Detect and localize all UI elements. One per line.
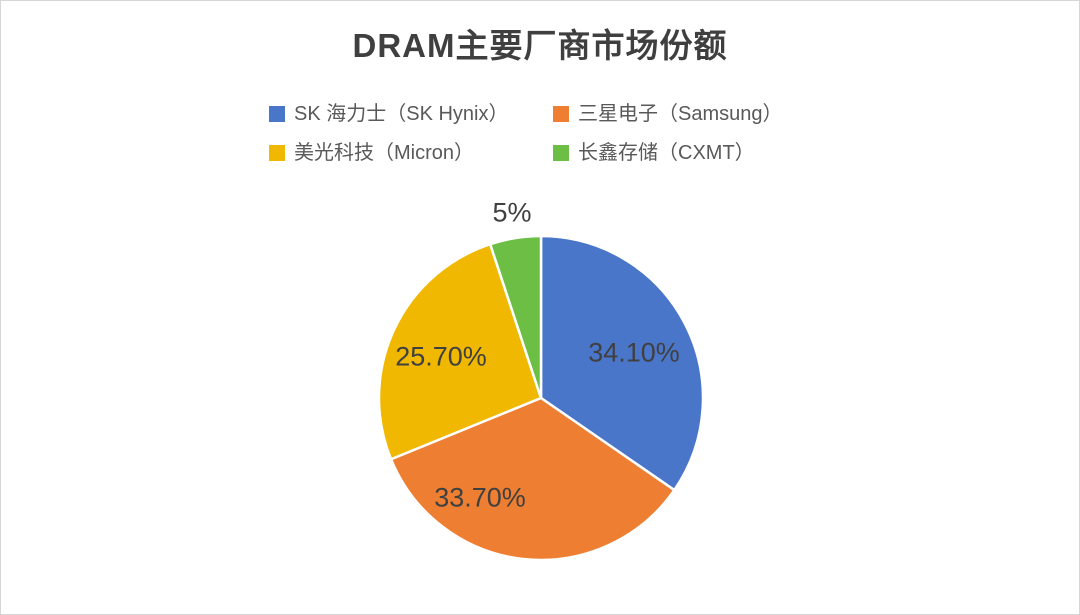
legend-label-cxmt: 长鑫存储（CXMT）: [578, 142, 755, 164]
legend-swatch-cxmt-icon: [553, 145, 569, 161]
legend-label-micron: 美光科技（Micron）: [294, 142, 475, 164]
data-label-cxmt: 5%: [492, 197, 532, 228]
pie-slice-cxmt: [488, 234, 543, 399]
pie-slice-micron: [377, 242, 543, 461]
legend-swatch-samsung-icon: [553, 106, 569, 122]
legend-item-micron: 美光科技（Micron）: [269, 141, 474, 165]
data-label-sk-hynix: 34.10%: [588, 337, 680, 368]
legend-swatch-sk-hynix-icon: [269, 106, 285, 122]
legend-item-samsung: 三星电子（Samsung）: [553, 102, 783, 126]
legend-label-sk-hynix: SK 海力士（SK Hynix）: [294, 103, 509, 125]
pie-slice-sk-hynix: [539, 234, 705, 492]
legend-item-cxmt: 长鑫存储（CXMT）: [553, 141, 755, 165]
legend-label-samsung: 三星电子（Samsung）: [578, 103, 783, 125]
chart-title: DRAM主要厂商市场份额: [352, 27, 728, 64]
data-label-micron: 25.70%: [395, 341, 487, 372]
data-label-samsung: 33.70%: [434, 482, 526, 513]
legend-swatch-micron-icon: [269, 145, 285, 161]
legend-item-sk-hynix: SK 海力士（SK Hynix）: [269, 102, 508, 126]
pie-slice-samsung: [389, 396, 677, 562]
